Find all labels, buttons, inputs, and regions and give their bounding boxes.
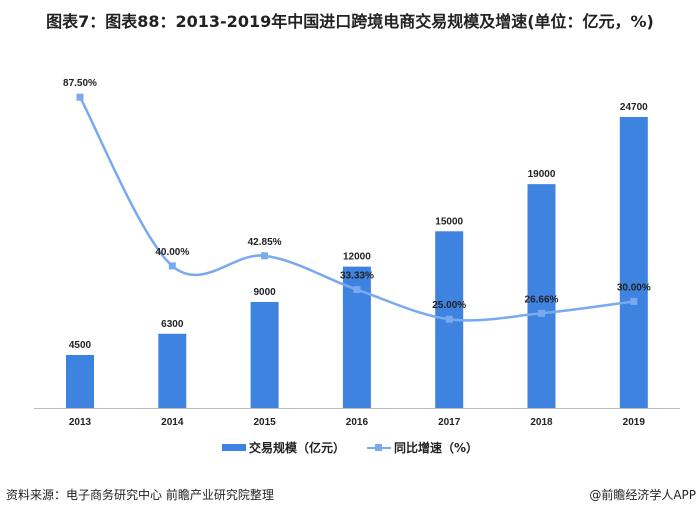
x-tick-2013: 2013 xyxy=(69,417,92,428)
x-tick-2016: 2016 xyxy=(346,417,369,428)
source-note: 资料来源：电子商务研究中心 前瞻产业研究院整理 xyxy=(6,488,274,502)
x-tick-2019: 2019 xyxy=(623,417,646,428)
line-label-2014: 40.00% xyxy=(155,247,189,258)
bar-label-2016: 12000 xyxy=(343,252,371,263)
bar-2015 xyxy=(250,301,279,408)
bar-label-2014: 6300 xyxy=(161,319,184,330)
line-label-2016: 33.33% xyxy=(340,271,374,282)
line-swatch xyxy=(366,443,391,451)
bar-label-2015: 9000 xyxy=(253,287,276,298)
line-point-2017 xyxy=(445,315,453,323)
bar-label-2018: 19000 xyxy=(528,169,556,180)
line-point-2018 xyxy=(538,309,545,317)
line-label-2013: 87.50% xyxy=(63,78,97,89)
bar-label-2019: 24700 xyxy=(620,102,648,113)
line-point-2019 xyxy=(630,297,638,305)
bar-2014 xyxy=(158,333,187,408)
bar-label-2017: 15000 xyxy=(435,216,463,227)
bar-swatch xyxy=(221,444,246,451)
line-point-2015 xyxy=(261,252,269,260)
line-label-2015: 42.85% xyxy=(248,237,282,248)
line-point-2013 xyxy=(76,93,84,101)
bar-label-2013: 4500 xyxy=(69,340,92,351)
line-label-2017: 25.00% xyxy=(432,300,466,311)
bar-2018 xyxy=(527,184,556,408)
bar-2019 xyxy=(619,117,648,408)
x-tick-2014: 2014 xyxy=(161,417,184,428)
line-label-2018: 26.66% xyxy=(525,294,559,305)
legend: 交易规模（亿元） 同比增速（%） xyxy=(0,439,700,456)
x-tick-2015: 2015 xyxy=(253,417,276,428)
line-point-2016 xyxy=(353,286,361,294)
x-tick-2018: 2018 xyxy=(530,417,553,428)
bar-2013 xyxy=(66,354,94,408)
chart-title: 图表7：图表88：2013-2019年中国进口跨境电商交易规模及增速(单位：亿元… xyxy=(46,12,654,31)
x-tick-2017: 2017 xyxy=(438,417,461,428)
brand-credit: @前瞻经济学人APP xyxy=(589,488,696,502)
legend-item-line[interactable]: 同比增速（%） xyxy=(366,439,478,456)
line-label-2019: 30.00% xyxy=(617,282,651,293)
legend-item-bar[interactable]: 交易规模（亿元） xyxy=(221,439,345,456)
line-point-2014 xyxy=(168,262,176,270)
